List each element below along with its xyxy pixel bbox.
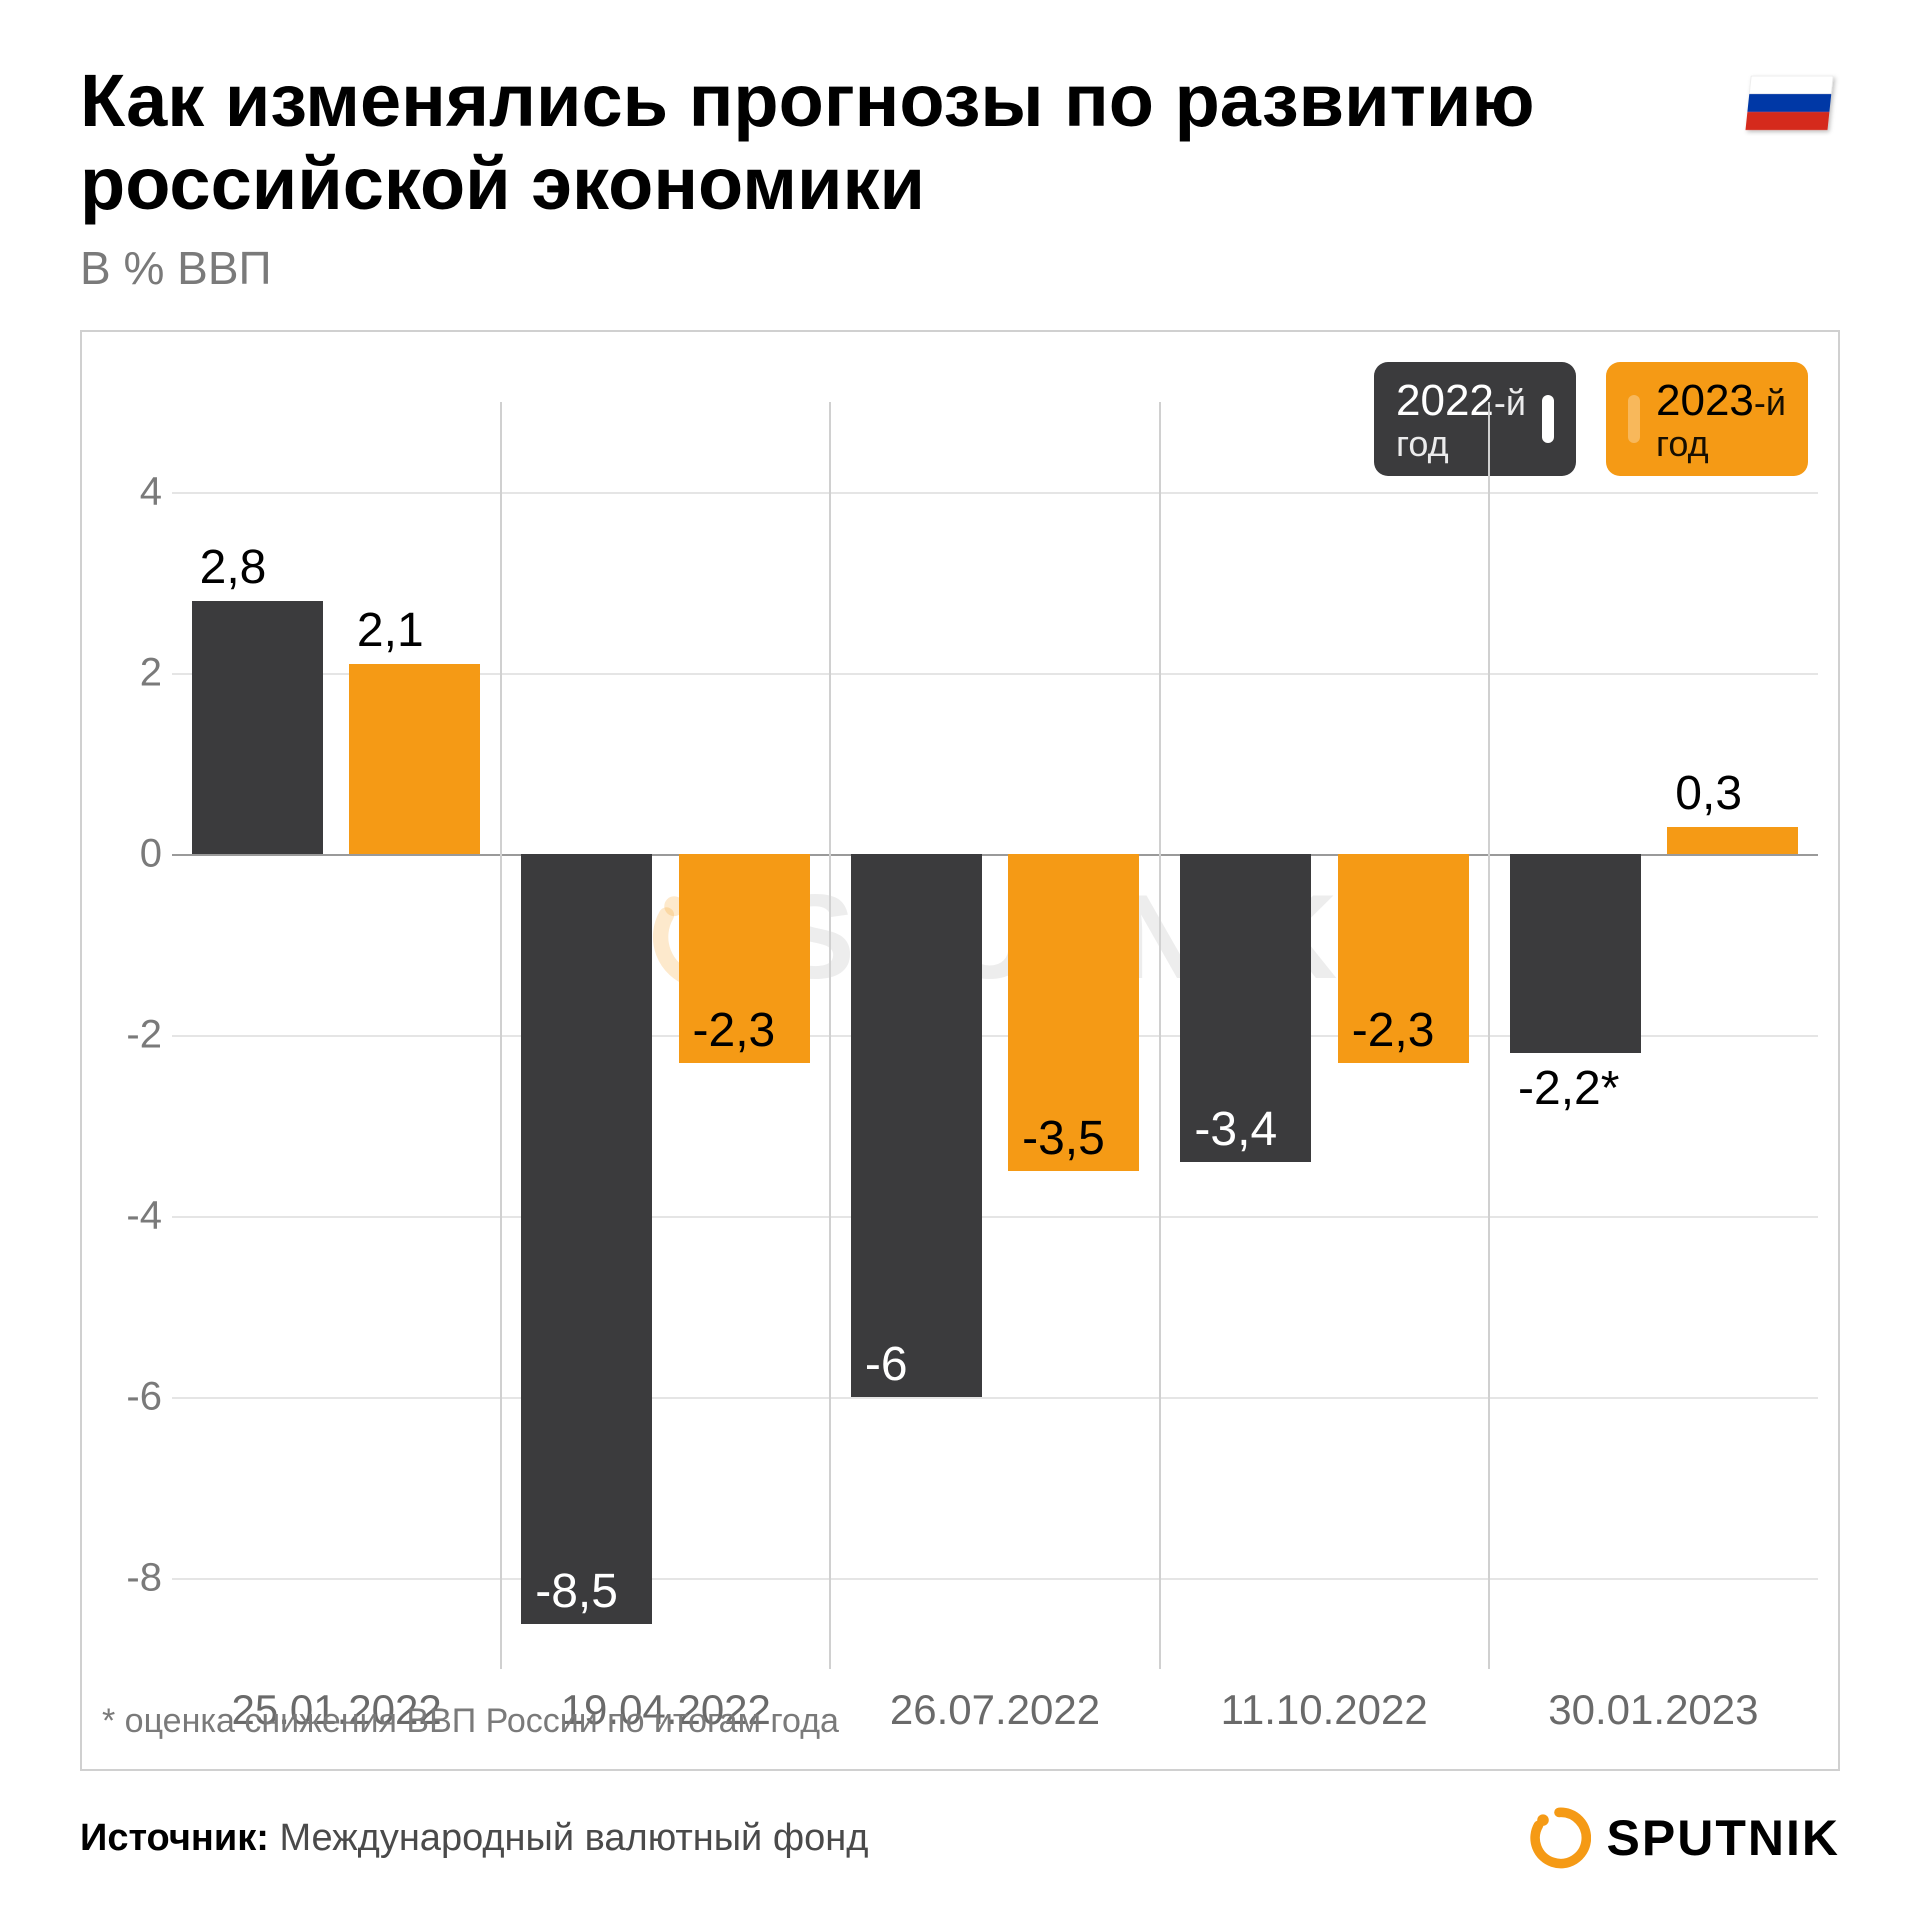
bar-2023: -2,3 [679, 854, 810, 1062]
bar-group: -8,5 -2,3 [500, 402, 830, 1669]
y-tick-label: 2 [140, 651, 162, 696]
bar-groups: 2,82,1-8,5-2,3-6-3,5-3,4-2,3-2,2*0,3 [172, 402, 1818, 1669]
bar-value-label: -3,5 [1022, 1111, 1105, 1166]
bar-value-label: -3,4 [1194, 1102, 1277, 1157]
chart-subtitle: В % ВВП [80, 241, 1840, 295]
y-tick-label: -6 [126, 1375, 162, 1420]
x-category-label: 11.10.2022 [1160, 1674, 1489, 1739]
russia-flag-icon [1740, 68, 1840, 138]
bar-group: -2,2* 0,3 [1488, 402, 1818, 1669]
bar-value-label: -2,2* [1518, 1061, 1619, 1116]
chart-title: Как изменялись прогнозы по развитию росс… [80, 60, 1630, 226]
bar-2023: 0,3 [1667, 827, 1798, 854]
y-tick-label: -8 [126, 1556, 162, 1601]
bar-value-label: 2,8 [200, 540, 267, 595]
bar-value-label: 2,1 [357, 603, 424, 658]
bar-group: -6 -3,5 [829, 402, 1159, 1669]
bar-value-label: -6 [865, 1337, 908, 1392]
brand-logo: SPUTNIK [1527, 1806, 1840, 1870]
source-text: Источник: Международный валютный фонд [80, 1817, 868, 1860]
sputnik-logo-icon [1527, 1806, 1591, 1870]
bar-value-label: -8,5 [535, 1564, 618, 1619]
x-category-label: 30.01.2023 [1489, 1674, 1818, 1739]
footnote: * оценка снижения ВВП России по итогам г… [102, 1702, 839, 1741]
chart-container: 2022-й год 2023-й год -8-6-4-2024 SPUTNI… [80, 330, 1840, 1771]
bar-value-label: 0,3 [1675, 766, 1742, 821]
y-tick-label: 4 [140, 470, 162, 515]
bar-2023: 2,1 [349, 664, 480, 854]
bar-group: 2,82,1 [172, 402, 500, 1669]
bar-value-label: -2,3 [1352, 1003, 1435, 1058]
bar-2022: -8,5 [521, 854, 652, 1623]
y-axis: -8 -6 -4 -2 0 2 4 [102, 402, 162, 1669]
bar-2023: -3,5 [1008, 854, 1139, 1171]
bar-2022: -3,4 [1180, 854, 1311, 1162]
plot-area: -8-6-4-2024 SPUTNIK 2,82,1-8,5-2,3-6-3,5… [172, 402, 1818, 1739]
bar-value-label: -2,3 [693, 1003, 776, 1058]
y-tick-label: -2 [126, 1013, 162, 1058]
bar-2022: -2,2* [1510, 854, 1641, 1053]
bar-group: -3,4 -2,3 [1159, 402, 1489, 1669]
x-category-label: 26.07.2022 [830, 1674, 1159, 1739]
bar-2023: -2,3 [1338, 854, 1469, 1062]
y-tick-label: -4 [126, 1194, 162, 1239]
bar-2022: -6 [851, 854, 982, 1397]
y-tick-label: 0 [140, 832, 162, 877]
bar-2022: 2,8 [192, 601, 323, 854]
